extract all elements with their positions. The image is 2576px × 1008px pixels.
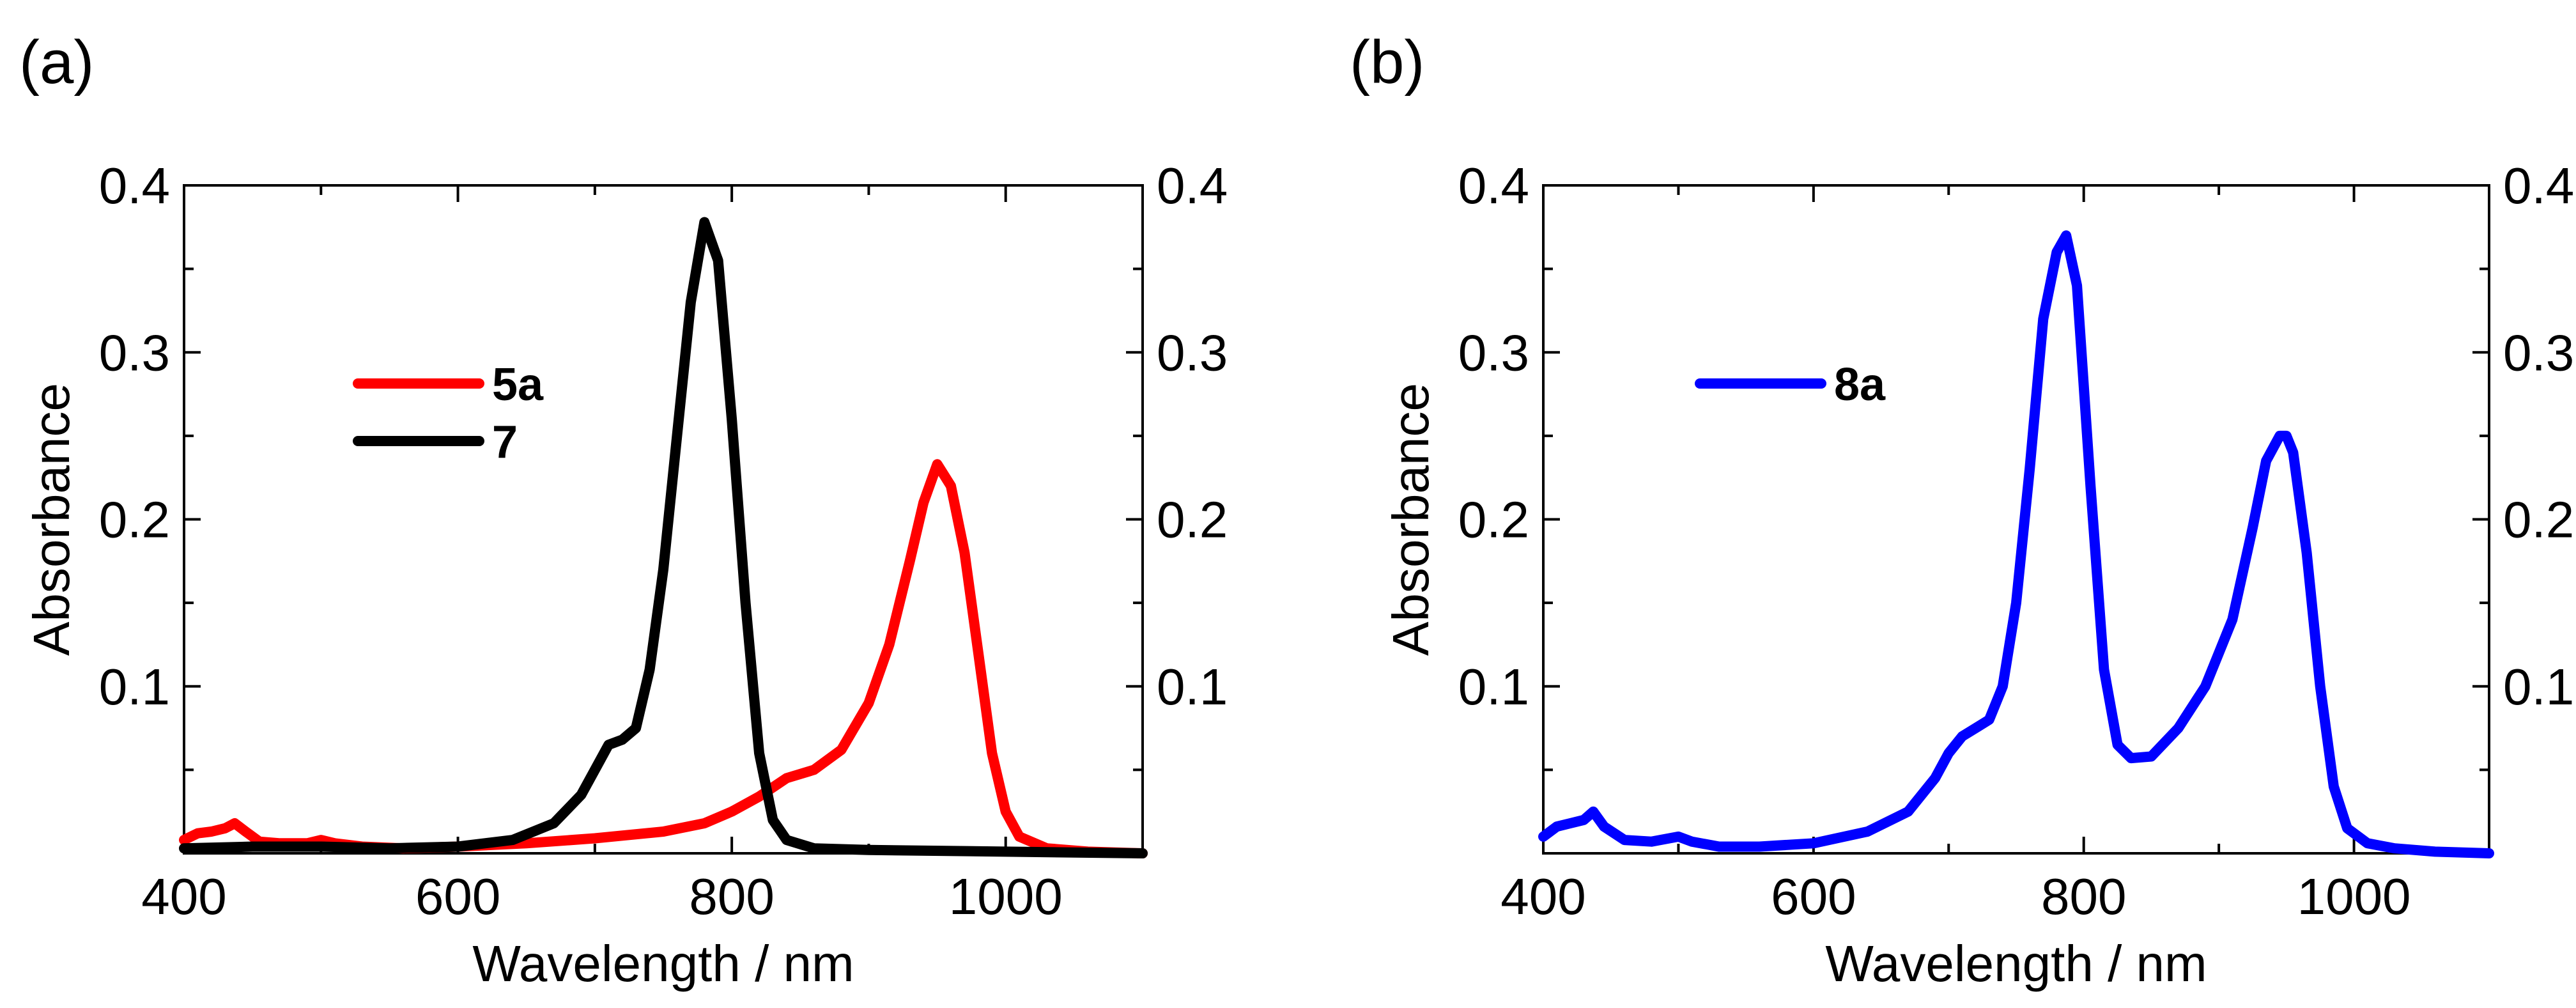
x-tick-label: 800 <box>689 868 774 925</box>
y-tick-label-left: 0.3 <box>99 324 170 381</box>
x-axis-title: Wavelength / nm <box>1825 935 2207 992</box>
series-line-7 <box>179 217 1148 858</box>
legend-label-8a: 8a <box>1834 359 1886 410</box>
plot-frame <box>1542 184 2490 855</box>
panel-label: (a) <box>19 28 94 97</box>
y-tick-label-right: 0.1 <box>2503 658 2574 715</box>
y-tick-label-left: 0.4 <box>99 157 170 214</box>
x-tick-label: 1000 <box>949 868 1063 925</box>
y-tick-label-left: 0.2 <box>1458 492 1529 548</box>
chart-panel-b: (b) 400 600 800 1000 0.1 0.2 0.3 0.4 0.1 0.2 0.3 0.4… <box>1350 28 2574 992</box>
chart-panel-a: (a) 400 600 800 1000 0.1 0.2 0.3 0.4 0.1 0.2 0.3 0.4… <box>19 28 1228 992</box>
x-axis-title: Wavelength / nm <box>472 935 854 992</box>
y-tick-label-right: 0.1 <box>1157 658 1228 715</box>
y-tick-label-right: 0.2 <box>2503 492 2574 548</box>
series-line-8a <box>1538 230 2494 858</box>
x-tick-label: 1000 <box>2297 868 2411 925</box>
y-tick-label-left: 0.1 <box>1458 658 1529 715</box>
y-tick-label-right: 0.3 <box>2503 324 2574 381</box>
y-tick-label-right: 0.4 <box>1157 157 1228 214</box>
legend-label-5a: 5a <box>492 359 544 410</box>
y-tick-label-left: 0.2 <box>99 492 170 548</box>
panel-label: (b) <box>1350 28 1424 97</box>
x-tick-label: 400 <box>1500 868 1585 925</box>
x-tick-label: 600 <box>415 868 500 925</box>
y-tick-label-right: 0.4 <box>2503 157 2574 214</box>
y-tick-label-right: 0.3 <box>1157 324 1228 381</box>
y-axis-title: Absorbance <box>23 383 80 656</box>
x-tick-label: 600 <box>1771 868 1856 925</box>
legend-label-7: 7 <box>492 417 518 468</box>
y-tick-label-left: 0.1 <box>99 658 170 715</box>
x-tick-label: 800 <box>2041 868 2126 925</box>
x-tick-label: 400 <box>141 868 226 925</box>
y-axis-title: Absorbance <box>1382 383 1439 656</box>
y-tick-label-left: 0.3 <box>1458 324 1529 381</box>
y-tick-label-left: 0.4 <box>1458 157 1529 214</box>
y-tick-label-right: 0.2 <box>1157 492 1228 548</box>
